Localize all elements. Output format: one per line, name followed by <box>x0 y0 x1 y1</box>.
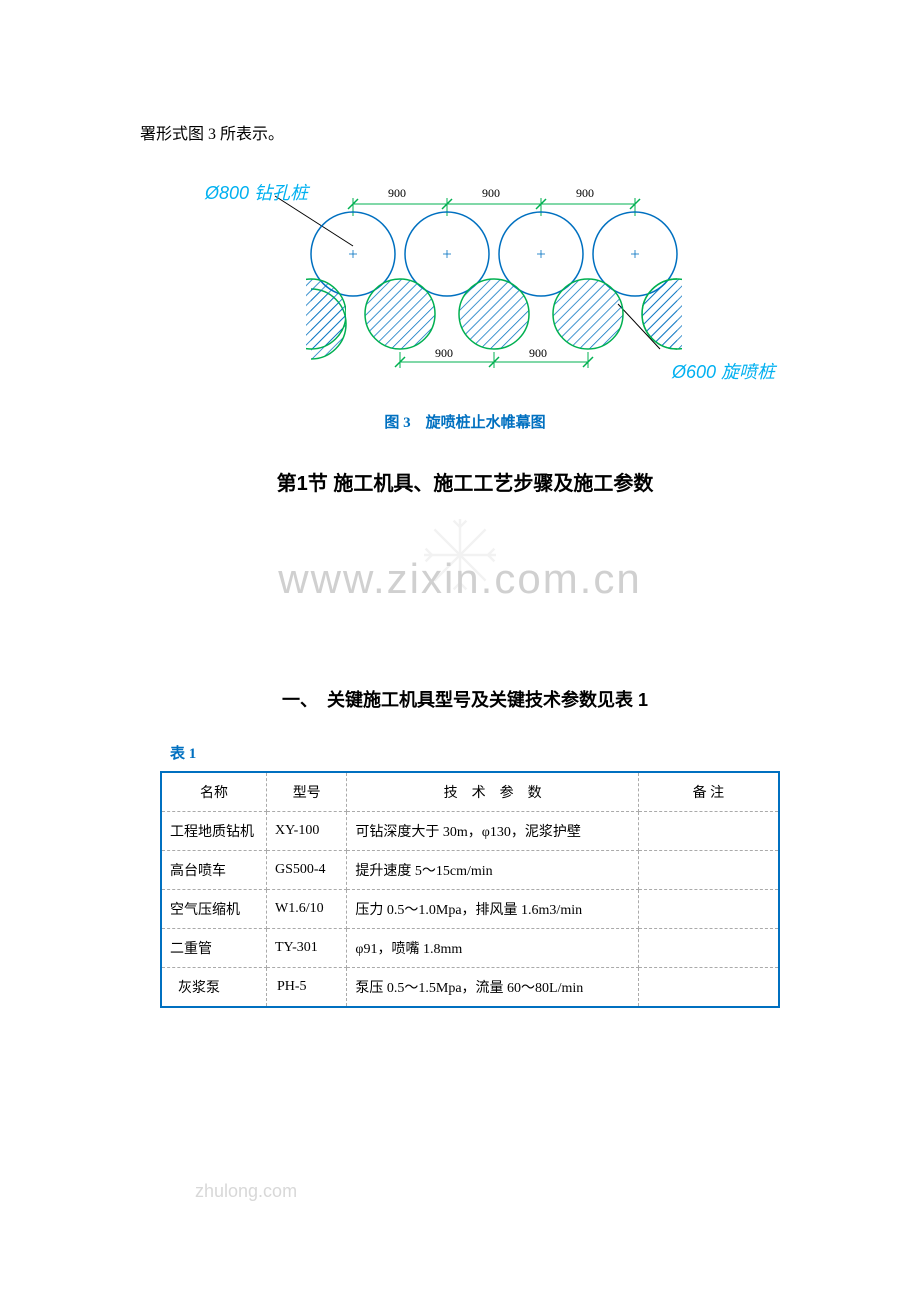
cell-param: φ91，喷嘴 1.8mm <box>347 929 638 968</box>
equipment-table: 名称 型号 技 术 参 数 备 注 工程地质钻机 XY-100 可钻深度大于 3… <box>160 771 780 1008</box>
cell-model: XY-100 <box>267 812 347 851</box>
bottom-dim-group <box>395 352 593 368</box>
subsection-title: 一、 关键施工机具型号及关键技术参数见表 1 <box>140 686 790 712</box>
table-row: 工程地质钻机 XY-100 可钻深度大于 30m，φ130，泥浆护壁 <box>161 812 779 851</box>
th-name: 名称 <box>161 772 267 812</box>
dim-top-2: 900 <box>482 186 500 201</box>
cell-name: 空气压缩机 <box>161 890 267 929</box>
label-800-pile: Ø800 钻孔桩 <box>205 179 308 205</box>
diagram-container: Ø800 钻孔桩 Ø600 旋喷桩 900 900 900 900 900 <box>160 154 800 399</box>
dim-top-3: 900 <box>576 186 594 201</box>
cell-param: 可钻深度大于 30m，φ130，泥浆护壁 <box>347 812 638 851</box>
intro-text: 署形式图 3 所表示。 <box>140 120 790 144</box>
table-row: 空气压缩机 W1.6/10 压力 0.5～1.0Mpa，排风量 1.6m3/mi… <box>161 890 779 929</box>
cell-model: TY-301 <box>267 929 347 968</box>
dim-bot-2: 900 <box>529 346 547 361</box>
cell-param: 泵压 0.5～1.5Mpa，流量 60～80L/min <box>347 968 638 1008</box>
cell-name: 高台喷车 <box>161 851 267 890</box>
cell-param: 压力 0.5～1.0Mpa，排风量 1.6m3/min <box>347 890 638 929</box>
cell-note <box>638 890 779 929</box>
footer-watermark: zhulong.com <box>195 1181 297 1202</box>
cell-name: 二重管 <box>161 929 267 968</box>
figure-caption: 图 3 旋喷桩止水帷幕图 <box>140 411 790 432</box>
cell-model: GS500-4 <box>267 851 347 890</box>
table-row: 高台喷车 GS500-4 提升速度 5～15cm/min <box>161 851 779 890</box>
cell-model: W1.6/10 <box>267 890 347 929</box>
th-note: 备 注 <box>638 772 779 812</box>
table-row: 灰浆泵 PH-5 泵压 0.5～1.5Mpa，流量 60～80L/min <box>161 968 779 1008</box>
table-label: 表 1 <box>170 742 790 763</box>
table-header-row: 名称 型号 技 术 参 数 备 注 <box>161 772 779 812</box>
dim-top-1: 900 <box>388 186 406 201</box>
cell-param: 提升速度 5～15cm/min <box>347 851 638 890</box>
dim-bot-1: 900 <box>435 346 453 361</box>
cell-name: 灰浆泵 <box>161 968 267 1008</box>
section-title: 第1节 施工机具、施工工艺步骤及施工参数 <box>140 467 790 496</box>
cell-note <box>638 812 779 851</box>
cell-note <box>638 851 779 890</box>
watermark-snowflake-icon <box>420 515 500 595</box>
cell-model: PH-5 <box>267 968 347 1008</box>
th-model: 型号 <box>267 772 347 812</box>
cell-note <box>638 968 779 1008</box>
cell-name: 工程地质钻机 <box>161 812 267 851</box>
label-600-pile: Ø600 旋喷桩 <box>672 358 775 384</box>
table-row: 二重管 TY-301 φ91，喷嘴 1.8mm <box>161 929 779 968</box>
cell-note <box>638 929 779 968</box>
th-param: 技 术 参 数 <box>347 772 638 812</box>
